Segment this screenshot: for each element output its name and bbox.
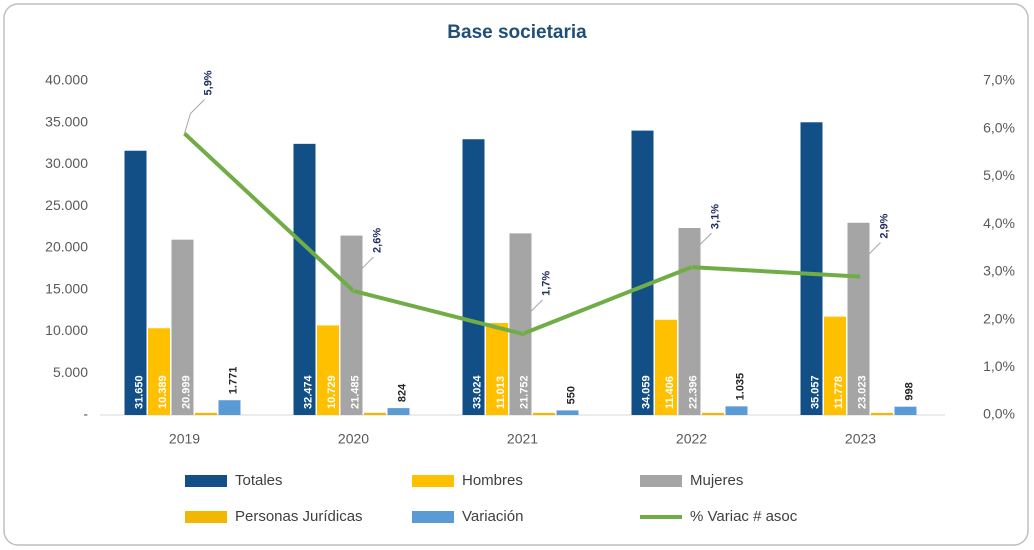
data-label: 1.035 <box>734 373 746 401</box>
leader-line <box>353 256 374 292</box>
bar <box>871 412 893 415</box>
bar <box>364 412 386 415</box>
bar <box>655 319 677 415</box>
legend-label: Mujeres <box>690 472 743 489</box>
data-label: 23.023 <box>856 375 868 409</box>
y-tick-label: 25.000 <box>45 197 88 213</box>
y-tick-label: - <box>83 406 88 422</box>
y-tick-label: 15.000 <box>45 280 88 296</box>
bar <box>124 150 147 415</box>
leader-line <box>860 242 881 277</box>
legend-swatch <box>412 475 454 487</box>
data-label: 33.024 <box>471 374 483 409</box>
data-label: 824 <box>396 383 408 402</box>
y-tick-label: 35.000 <box>45 113 88 129</box>
data-label: 2,6% <box>371 228 383 253</box>
y2-tick-label: 6,0% <box>983 119 1015 135</box>
line <box>183 132 861 336</box>
legend-swatch <box>412 511 454 523</box>
y2-tick-label: 2,0% <box>983 310 1015 326</box>
y-tick-label: 5.000 <box>53 364 88 380</box>
bar <box>556 410 579 415</box>
data-label: 21.752 <box>518 375 530 409</box>
bar <box>218 400 241 415</box>
bar <box>533 412 555 415</box>
leader-line <box>184 99 205 134</box>
y2-tick-label: 5,0% <box>983 167 1015 183</box>
y-tick-label: 20.000 <box>45 239 88 255</box>
data-label: 3,1% <box>709 204 721 229</box>
bar <box>293 143 316 415</box>
data-label: 11.778 <box>833 376 845 409</box>
y-tick-label: 10.000 <box>45 322 88 338</box>
data-label: 550 <box>565 386 577 404</box>
data-label: 34.059 <box>640 375 652 409</box>
data-label: 11.406 <box>664 376 676 409</box>
bar <box>317 325 339 415</box>
legend-label: Hombres <box>462 472 523 489</box>
bar <box>678 227 701 415</box>
legend-swatch <box>640 475 682 487</box>
y2-tick-label: 3,0% <box>983 263 1015 279</box>
y-tick-label: 30.000 <box>45 155 88 171</box>
bar <box>847 222 870 415</box>
bar <box>631 130 654 415</box>
bar <box>509 233 532 415</box>
leader-line <box>522 299 543 335</box>
y2-tick-label: 1,0% <box>983 358 1015 374</box>
data-label: 10.729 <box>326 375 338 409</box>
leader-line <box>691 232 712 268</box>
data-label: 1,7% <box>540 271 552 296</box>
bar <box>387 408 410 415</box>
bar <box>824 316 846 415</box>
y-tick-label: 40.000 <box>45 72 88 88</box>
x-tick-label: 2019 <box>169 431 200 447</box>
bar <box>171 239 194 415</box>
x-tick-label: 2022 <box>676 431 707 447</box>
data-label: 22.396 <box>687 375 699 409</box>
x-tick-label: 2023 <box>845 431 876 447</box>
bar <box>725 406 748 415</box>
data-label: 35.057 <box>809 375 821 409</box>
data-label: 20.999 <box>180 375 192 409</box>
data-label: 31.650 <box>133 375 145 409</box>
legend-label: Variación <box>462 508 523 525</box>
data-label: 998 <box>903 382 915 400</box>
bar <box>148 328 170 415</box>
y2-tick-label: 7,0% <box>983 72 1015 88</box>
data-label: 32.474 <box>302 374 314 409</box>
bar <box>702 412 724 415</box>
bar <box>462 139 485 415</box>
legend-label: Totales <box>235 472 283 489</box>
data-label: 10.389 <box>157 375 169 409</box>
data-label: 1.771 <box>227 367 239 395</box>
chart-title: Base societaria <box>447 22 587 43</box>
y2-tick-label: 0,0% <box>983 406 1015 422</box>
x-tick-label: 2021 <box>507 431 538 447</box>
data-label: 2,9% <box>878 213 890 238</box>
legend-label: Personas Jurídicas <box>235 508 363 525</box>
data-label: 5,9% <box>202 70 214 95</box>
bar <box>800 122 823 415</box>
bar <box>486 323 508 415</box>
legend-swatch <box>185 475 227 487</box>
bar <box>894 406 917 415</box>
data-label: 11.013 <box>495 376 507 409</box>
legend-label: % Variac # asoc <box>690 508 798 525</box>
bar <box>195 412 217 415</box>
y2-tick-label: 4,0% <box>983 215 1015 231</box>
data-label: 21.485 <box>349 375 361 409</box>
x-tick-label: 2020 <box>338 431 369 447</box>
legend-swatch <box>185 511 227 523</box>
